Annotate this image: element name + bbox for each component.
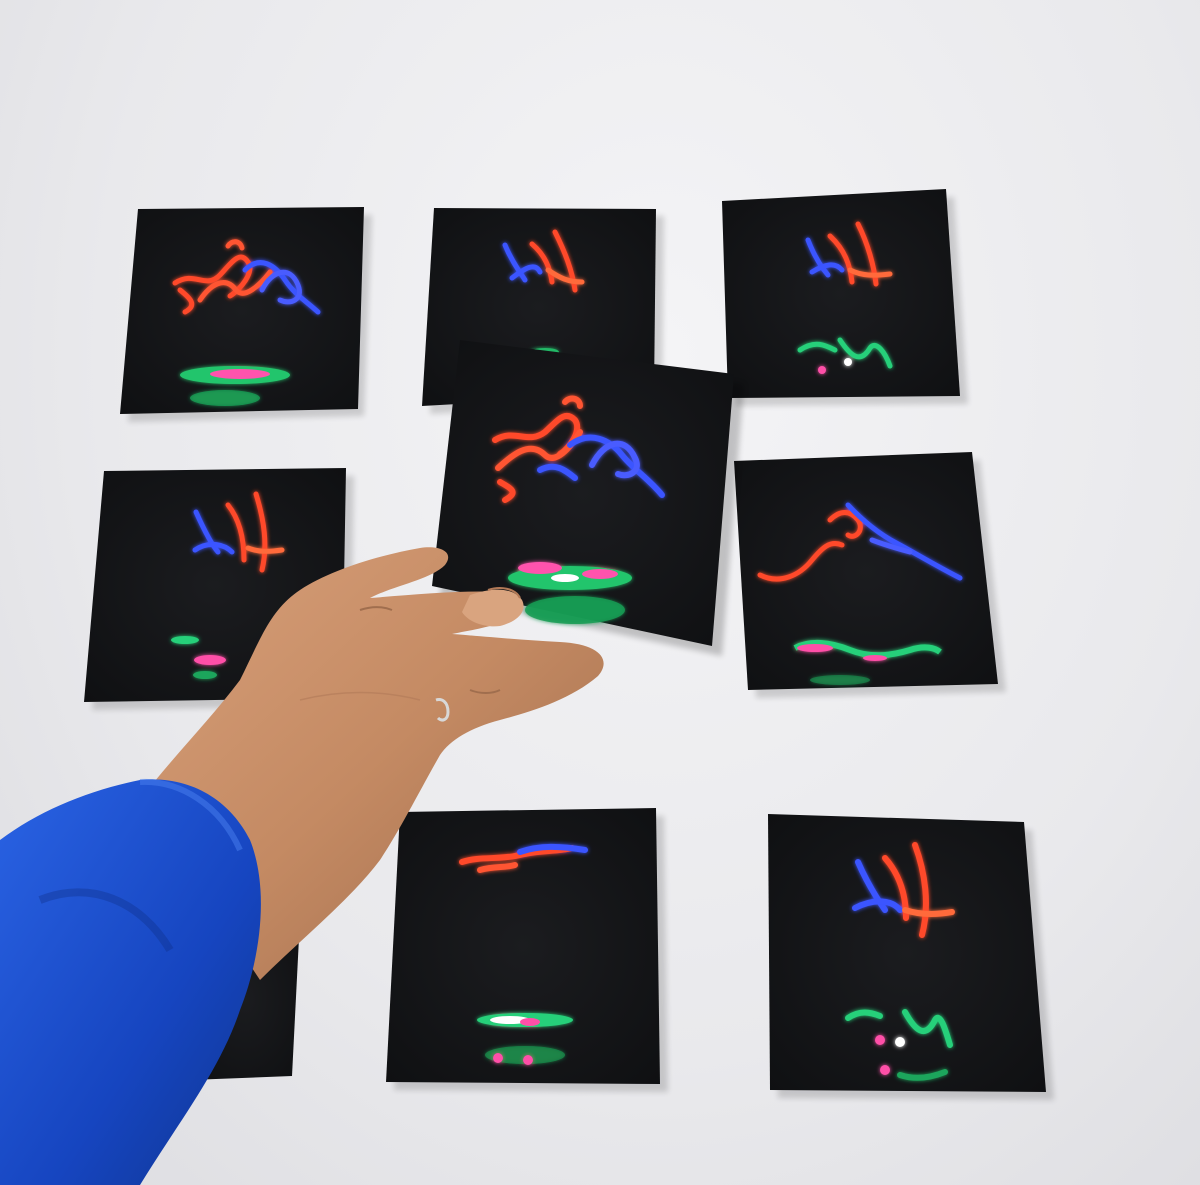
print-bottom-center <box>386 808 668 1092</box>
print-top-left <box>120 207 372 422</box>
print-held <box>432 340 744 656</box>
print-top-right <box>722 189 968 406</box>
print-bottom-right <box>768 814 1054 1100</box>
sleeve <box>0 778 261 1185</box>
print-middle-right <box>734 452 1006 698</box>
